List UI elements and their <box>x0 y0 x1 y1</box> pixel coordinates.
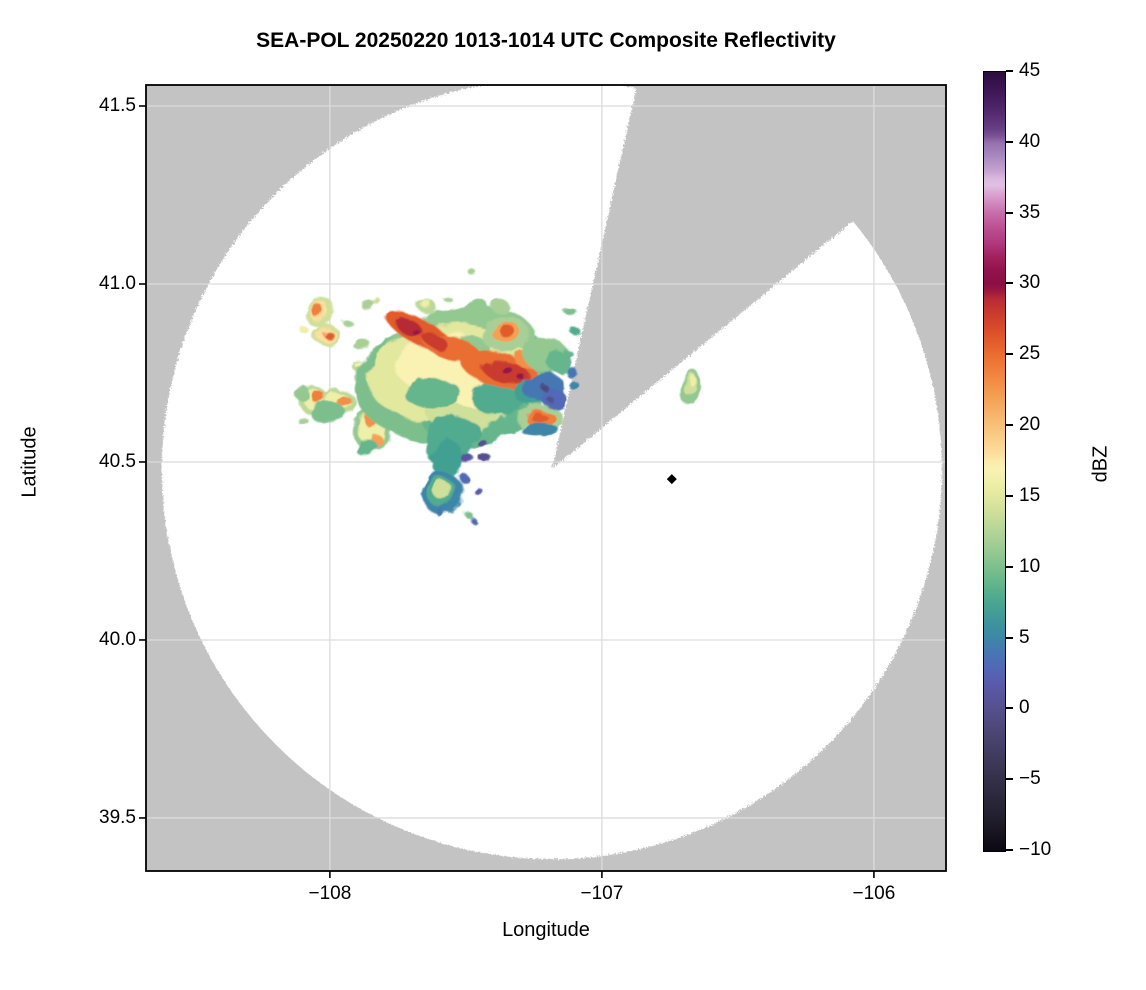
colorbar-tick-label: 25 <box>1019 343 1041 365</box>
radar-echo-cell <box>569 382 580 391</box>
colorbar-tick-label: 10 <box>1019 555 1041 577</box>
radar-echo-cell <box>321 329 332 338</box>
colorbar-tick-label: −10 <box>1019 839 1052 860</box>
colorbar-tick-label: 20 <box>1019 414 1041 436</box>
colorbar-tick-mark <box>1006 778 1013 781</box>
radar-echo-cell <box>421 331 446 349</box>
radar-echo-cell <box>516 373 525 380</box>
grid-lines <box>146 85 946 871</box>
colorbar-tick-mark <box>1006 636 1013 639</box>
radar-echo-cell <box>456 299 488 327</box>
colorbar-tick-mark <box>1006 70 1013 72</box>
radar-echo-cell <box>468 269 477 276</box>
y-tick-label: 39.5 <box>99 806 136 828</box>
radar-echo-cell <box>540 387 565 408</box>
plot-frame <box>145 84 947 872</box>
radar-echo-cell <box>342 320 353 327</box>
radar-echo-cell <box>473 486 482 495</box>
radar-echo-cell <box>563 307 576 316</box>
radar-echo-cell <box>540 384 549 391</box>
radar-echo-cell <box>436 508 445 517</box>
y-axis-label: Latitude <box>18 426 41 498</box>
radar-echo-cell <box>474 436 485 445</box>
radar-echo-cell <box>421 300 432 309</box>
y-tick-label: 40.0 <box>99 628 136 650</box>
radar-echo-cell <box>354 339 370 351</box>
colorbar-tick-label: 5 <box>1019 626 1030 648</box>
radar-echo-cell <box>427 452 438 461</box>
radar-echo-cell <box>311 305 325 317</box>
radar-echo-cell <box>431 416 480 441</box>
colorbar-tick-mark <box>1006 140 1013 143</box>
radar-echo-cell <box>565 367 578 378</box>
radar-echo-cell <box>545 394 552 401</box>
axis-tick-marks <box>139 105 875 878</box>
colorbar-tick-mark <box>1006 282 1013 285</box>
colorbar <box>983 71 1006 852</box>
x-tick-label: −108 <box>308 883 352 904</box>
radar-coverage-clip <box>161 85 946 859</box>
radar-echo-cell <box>460 453 473 464</box>
radar-echo-cell <box>355 439 377 455</box>
radar-echo-cell <box>298 324 307 333</box>
colorbar-tick-label: 45 <box>1019 60 1041 81</box>
radar-echo-cell <box>463 510 472 517</box>
radar-echo-cell <box>497 323 514 336</box>
radar-echo-cell <box>412 328 420 336</box>
page-title: SEA-POL 20250220 1013-1014 UTC Composite… <box>256 29 836 52</box>
axes-frame <box>145 84 947 872</box>
colorbar-tick-mark <box>1006 707 1013 710</box>
radar-echo-cell <box>308 402 348 423</box>
colorbar-tick-mark <box>1006 211 1013 214</box>
colorbar-tick-label: 40 <box>1019 130 1041 152</box>
radar-echo-cell <box>310 390 325 403</box>
site-marker <box>666 474 677 485</box>
radar-echo-cell <box>292 384 309 399</box>
radar-echo-cell <box>434 481 453 502</box>
radar-echo-cell <box>337 395 352 408</box>
colorbar-tick-label: −5 <box>1019 768 1041 790</box>
echo-clip <box>292 269 702 522</box>
radar-echo-cell <box>563 349 572 358</box>
radar-echo-cell <box>441 294 450 301</box>
x-tick-label: −107 <box>580 883 624 904</box>
radar-echo-cell <box>471 379 524 416</box>
radar-echo-cell <box>548 353 573 374</box>
radar-echo-cell <box>520 422 559 437</box>
radar-echo-cell <box>457 472 468 481</box>
y-tick-label: 41.5 <box>99 95 136 116</box>
colorbar-tick-mark <box>1006 353 1013 356</box>
radar-echo-cell <box>294 413 305 422</box>
radar-coverage-area <box>161 85 946 859</box>
radar-echo-cell <box>569 326 580 335</box>
site-marker-diamond <box>666 474 677 485</box>
x-tick-label: −106 <box>852 883 896 904</box>
radar-echo-cell <box>403 376 460 409</box>
reflectivity-echoes <box>292 269 702 522</box>
radar-echo-cell <box>372 298 381 305</box>
blocked-sector-wedge <box>551 85 946 470</box>
radar-echo-cell <box>431 438 462 479</box>
colorbar-label: dBZ <box>1089 445 1112 483</box>
radar-echo-cell <box>359 299 374 309</box>
colorbar-tick-mark <box>1006 565 1013 568</box>
radar-echo-cell <box>687 375 696 386</box>
colorbar-tick-mark <box>1006 849 1013 851</box>
radar-echo-cell <box>530 412 547 423</box>
x-axis-label: Longitude <box>502 919 590 941</box>
colorbar-tick-label: 30 <box>1019 272 1041 294</box>
colorbar-tick-label: 15 <box>1019 484 1041 506</box>
y-tick-label: 41.0 <box>99 272 136 294</box>
y-tick-label: 40.5 <box>99 450 136 472</box>
colorbar-tick-mark <box>1006 494 1013 497</box>
radar-echo-cell <box>490 299 509 314</box>
radar-echo-cell <box>477 451 490 462</box>
radar-echo-cell <box>501 366 512 375</box>
colorbar-tick-label: 0 <box>1019 697 1030 719</box>
colorbar-tick-label: 35 <box>1019 201 1041 223</box>
radar-echo-cell <box>468 515 475 522</box>
colorbar-tick-mark <box>1006 424 1013 427</box>
